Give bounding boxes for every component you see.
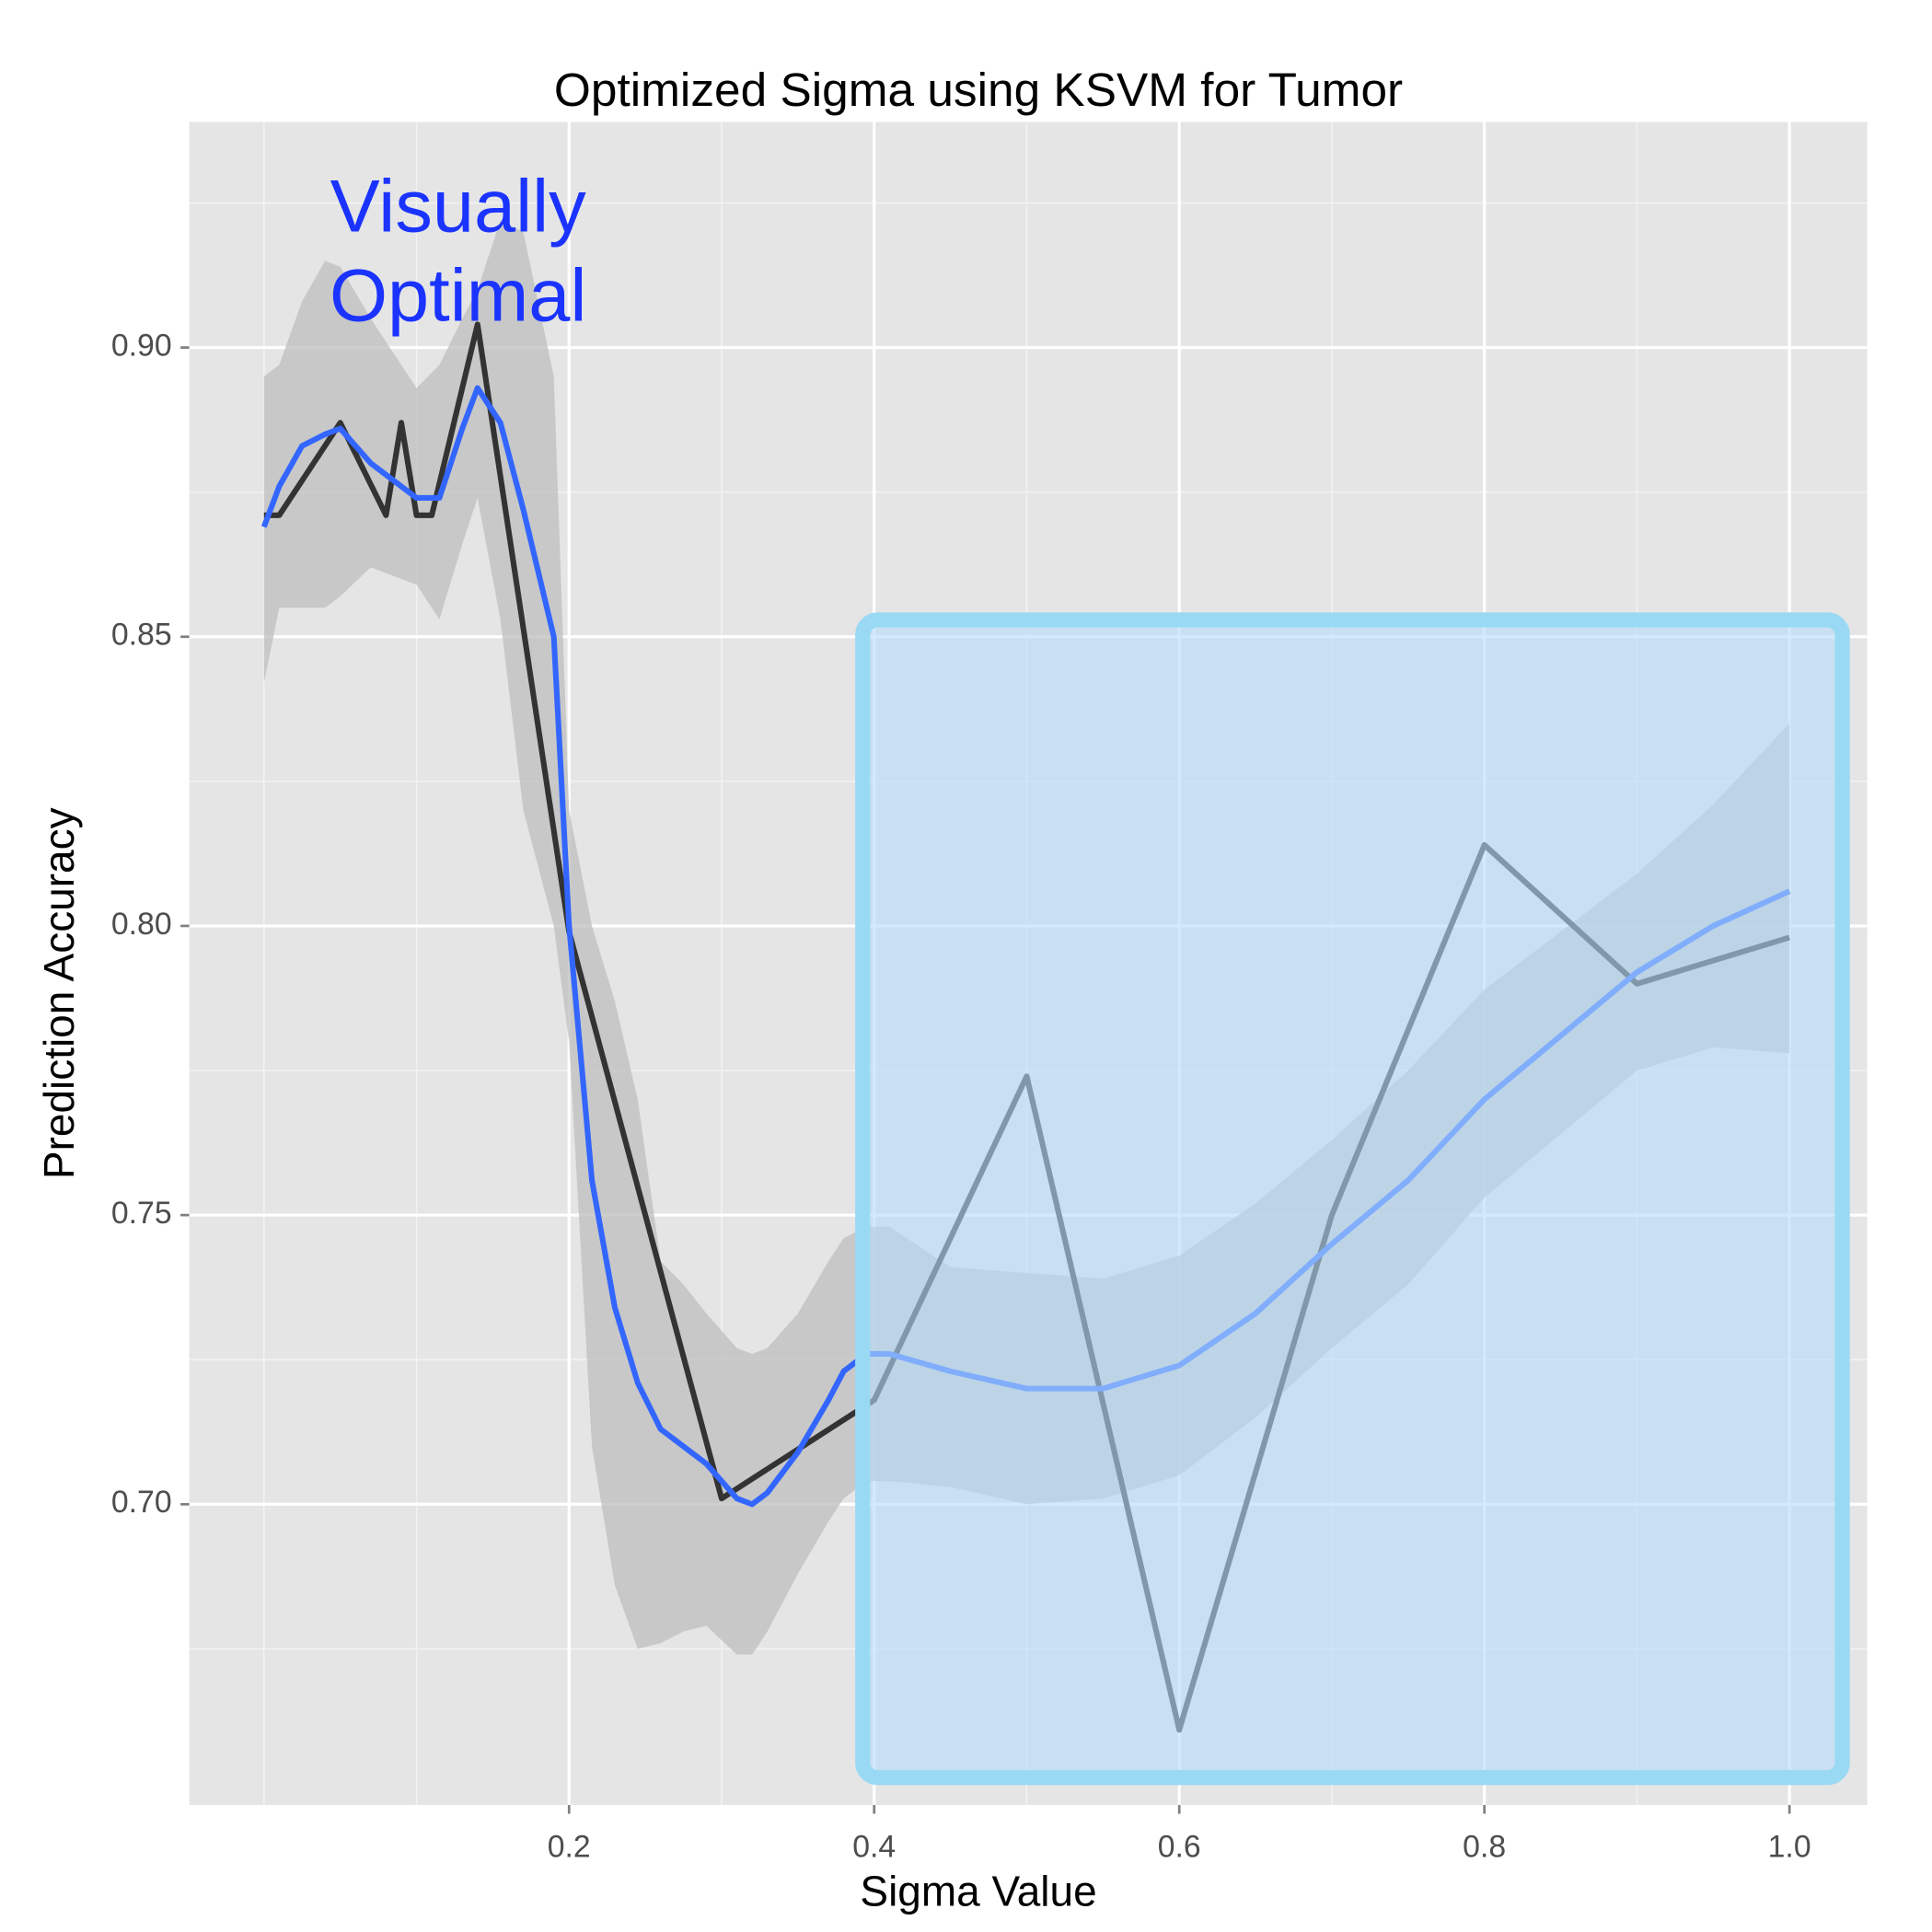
y-tick-label: 0.70 xyxy=(111,1485,172,1520)
y-tick-label: 0.85 xyxy=(111,618,172,653)
chart-title: Optimized Sigma using KSVM for Tumor xyxy=(554,63,1403,116)
annotation: Optimal xyxy=(330,255,587,338)
x-tick-label: 1.0 xyxy=(1768,1829,1811,1864)
x-tick-label: 0.6 xyxy=(1158,1829,1201,1864)
x-tick-label: 0.8 xyxy=(1463,1829,1506,1864)
confidence-band xyxy=(263,220,1790,1655)
x-axis-label: Sigma Value xyxy=(860,1868,1096,1915)
y-tick-label: 0.90 xyxy=(111,329,172,364)
y-tick-label: 0.80 xyxy=(111,907,172,942)
highlight-box xyxy=(855,612,1850,1786)
y-tick-label: 0.75 xyxy=(111,1196,172,1231)
annotation: Visually xyxy=(330,165,587,248)
x-tick-label: 0.4 xyxy=(852,1829,896,1864)
x-tick-label: 0.2 xyxy=(548,1829,591,1864)
y-axis-label: Prediction Accuracy xyxy=(35,807,83,1179)
